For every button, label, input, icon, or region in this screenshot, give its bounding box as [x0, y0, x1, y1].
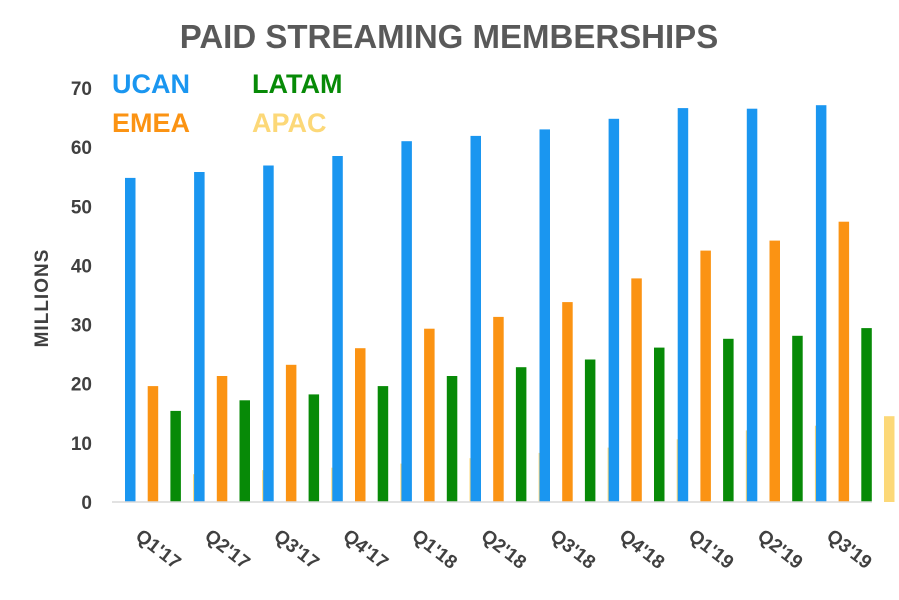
bar-latam — [584, 359, 596, 502]
y-tick-label: 60 — [71, 138, 92, 159]
bar-ucan — [125, 177, 136, 502]
y-axis-ticks: 0 10 20 30 40 50 60 70 — [71, 79, 92, 514]
bar-latam — [170, 410, 181, 502]
legend-ucan: UCAN — [112, 69, 190, 99]
x-tick-label: Q4'17 — [339, 526, 392, 574]
y-tick-label: 40 — [71, 256, 92, 277]
bar-ucan — [401, 141, 412, 502]
bar-latam — [792, 335, 803, 502]
bar-ucan — [746, 108, 758, 502]
bar-emea — [631, 278, 642, 502]
y-tick-label: 20 — [71, 375, 92, 396]
bar-emea — [562, 302, 573, 502]
x-tick-label: Q3'19 — [822, 526, 875, 574]
chart-title: PAID STREAMING MEMBERSHIPS — [180, 18, 718, 55]
bar-latam — [654, 347, 665, 502]
legend-emea: EMEA — [112, 108, 190, 138]
bar-latam — [239, 400, 250, 502]
bar-ucan — [194, 172, 205, 502]
bar-emea — [700, 250, 711, 502]
bar-ucan — [263, 165, 274, 502]
bar-ucan — [539, 129, 550, 502]
bar-emea — [493, 316, 504, 502]
bar-latam — [861, 328, 872, 502]
y-axis-label: MILLIONS — [32, 249, 53, 348]
bars-group — [125, 105, 895, 503]
x-tick-label: Q2'18 — [477, 526, 530, 574]
x-axis-ticks: Q1'17 Q2'17 Q3'17 Q4'17 Q1'18 Q2'18 Q3'18 Q4'18… — [131, 526, 875, 574]
bar-latam — [446, 376, 458, 502]
bar-emea — [838, 221, 850, 502]
bar-latam — [308, 394, 320, 502]
y-tick-label: 70 — [71, 79, 92, 100]
bar-emea — [216, 376, 228, 502]
bar-ucan — [677, 108, 689, 502]
bar-latam — [515, 367, 527, 502]
legend-latam: LATAM — [252, 69, 342, 99]
y-tick-label: 30 — [71, 316, 92, 337]
x-tick-label: Q3'17 — [270, 526, 323, 574]
x-tick-label: Q3'18 — [546, 526, 599, 574]
legend-apac: APAC — [252, 108, 327, 138]
x-tick-label: Q1'18 — [408, 526, 461, 574]
x-tick-label: Q1'17 — [131, 526, 184, 574]
x-tick-label: Q4'18 — [615, 526, 668, 574]
y-tick-label: 0 — [81, 493, 92, 514]
x-tick-label: Q1'19 — [684, 526, 737, 574]
bar-latam — [723, 338, 734, 502]
bar-ucan — [815, 105, 827, 502]
bar-latam — [377, 386, 389, 502]
bar-emea — [285, 364, 297, 502]
x-tick-label: Q2'17 — [200, 526, 253, 574]
y-tick-label: 10 — [71, 434, 92, 455]
bar-apac — [884, 416, 895, 502]
bar-ucan — [608, 118, 620, 503]
y-tick-label: 50 — [71, 197, 92, 218]
bar-emea — [147, 386, 159, 502]
bar-emea — [769, 240, 780, 502]
bar-ucan — [470, 135, 481, 502]
bar-emea — [424, 328, 435, 502]
x-tick-label: Q2'19 — [753, 526, 806, 574]
bar-ucan — [332, 156, 343, 502]
bar-emea — [355, 348, 366, 502]
